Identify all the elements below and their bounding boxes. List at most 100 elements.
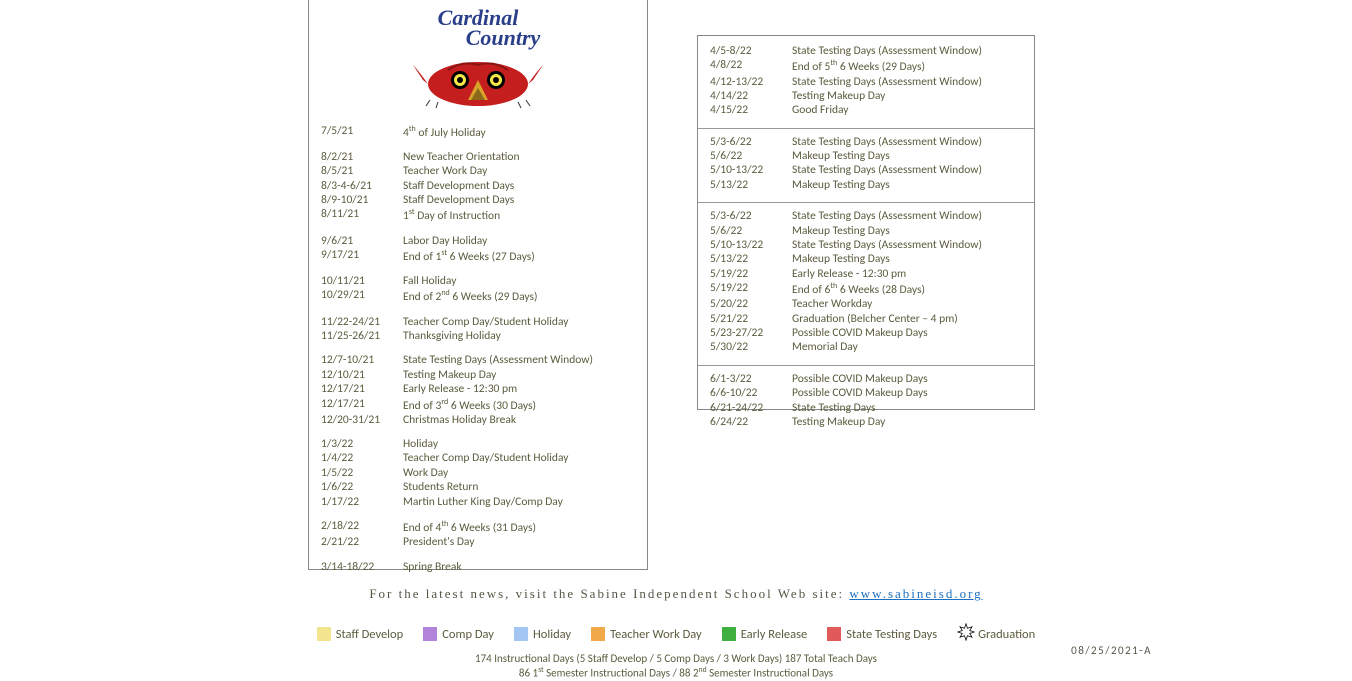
date-cell: 10/11/21 bbox=[321, 274, 403, 288]
schedule-row: 5/23-27/22Possible COVID Makeup Days bbox=[710, 326, 1022, 340]
date-cell: 10/29/21 bbox=[321, 288, 403, 304]
date-cell: 4/15/22 bbox=[710, 103, 792, 117]
date-cell: 6/21-24/22 bbox=[710, 401, 792, 415]
desc-cell: Martin Luther King Day/Comp Day bbox=[403, 495, 635, 509]
legend-swatch bbox=[722, 627, 736, 641]
schedule-row: 4/5-8/22State Testing Days (Assessment W… bbox=[710, 44, 1022, 58]
date-cell: 5/3-6/22 bbox=[710, 209, 792, 223]
desc-cell: Holiday bbox=[403, 437, 635, 451]
desc-cell: Possible COVID Makeup Days bbox=[792, 386, 1022, 400]
cardinal-illustration bbox=[408, 50, 548, 112]
schedule-group: 6/1-3/22Possible COVID Makeup Days6/6-10… bbox=[710, 372, 1022, 430]
date-cell: 5/19/22 bbox=[710, 267, 792, 281]
desc-cell: Students Return bbox=[403, 480, 635, 494]
legend-swatch bbox=[591, 627, 605, 641]
desc-cell: Christmas Holiday Break bbox=[403, 413, 635, 427]
schedule-row: 11/25-26/21Thanksgiving Holiday bbox=[321, 329, 635, 343]
date-cell: 8/9-10/21 bbox=[321, 193, 403, 207]
schedule-row: 5/19/22End of 6th 6 Weeks (28 Days) bbox=[710, 281, 1022, 297]
legend-swatch bbox=[827, 627, 841, 641]
cardinal-logo: Cardinal Country bbox=[321, 8, 635, 116]
schedule-row: 7/5/214th of July Holiday bbox=[321, 124, 635, 140]
schedule-row: 5/30/22Memorial Day bbox=[710, 340, 1022, 354]
schedule-row: 11/22-24/21Teacher Comp Day/Student Holi… bbox=[321, 315, 635, 329]
legend-label: State Testing Days bbox=[846, 627, 937, 642]
schedule-group: 2/18/22End of 4th 6 Weeks (31 Days)2/21/… bbox=[321, 519, 635, 550]
desc-cell: Spring Break bbox=[403, 560, 635, 574]
desc-cell: 1st Day of Instruction bbox=[403, 207, 635, 223]
desc-cell: Makeup Testing Days bbox=[792, 149, 1022, 163]
desc-cell: Early Release - 12:30 pm bbox=[403, 382, 635, 396]
date-cell: 8/2/21 bbox=[321, 150, 403, 164]
schedule-row: 1/4/22Teacher Comp Day/Student Holiday bbox=[321, 451, 635, 465]
schedule-row: 10/29/21End of 2nd 6 Weeks (29 Days) bbox=[321, 288, 635, 304]
desc-cell: Makeup Testing Days bbox=[792, 178, 1022, 192]
calendar-panel-right: 4/5-8/22State Testing Days (Assessment W… bbox=[697, 35, 1035, 410]
schedule-row: 6/21-24/22State Testing Days bbox=[710, 401, 1022, 415]
legend: Staff DevelopComp DayHolidayTeacher Work… bbox=[0, 623, 1352, 645]
desc-cell: End of 5th 6 Weeks (29 Days) bbox=[792, 58, 1022, 74]
desc-cell: State Testing Days (Assessment Window) bbox=[403, 353, 635, 367]
date-cell: 5/6/22 bbox=[710, 149, 792, 163]
date-cell: 9/6/21 bbox=[321, 234, 403, 248]
desc-cell: Staff Development Days bbox=[403, 193, 635, 207]
schedule-row: 5/10-13/22State Testing Days (Assessment… bbox=[710, 163, 1022, 177]
calendar-panel-left: Cardinal Country 7/5/214th of July bbox=[308, 0, 648, 570]
summary-lines: 174 Instructional Days (5 Staff Develop … bbox=[0, 652, 1352, 681]
schedule-group: 1/3/22Holiday1/4/22Teacher Comp Day/Stud… bbox=[321, 437, 635, 509]
logo-line2: Country bbox=[466, 25, 541, 50]
schedule-row: 2/18/22End of 4th 6 Weeks (31 Days) bbox=[321, 519, 635, 535]
logo-title: Cardinal Country bbox=[321, 8, 635, 48]
date-cell: 8/5/21 bbox=[321, 164, 403, 178]
date-cell: 12/17/21 bbox=[321, 397, 403, 413]
schedule-group: 5/3-6/22State Testing Days (Assessment W… bbox=[710, 135, 1022, 193]
schedule-row: 5/6/22Makeup Testing Days bbox=[710, 224, 1022, 238]
schedule-group: 7/5/214th of July Holiday bbox=[321, 124, 635, 140]
date-cell: 12/7-10/21 bbox=[321, 353, 403, 367]
schedule-row: 8/9-10/21Staff Development Days bbox=[321, 193, 635, 207]
schedule-row: 5/3-6/22State Testing Days (Assessment W… bbox=[710, 135, 1022, 149]
date-cell: 12/17/21 bbox=[321, 382, 403, 396]
news-link[interactable]: www.sabineisd.org bbox=[849, 586, 982, 601]
schedule-row: 9/6/21Labor Day Holiday bbox=[321, 234, 635, 248]
desc-cell: New Teacher Orientation bbox=[403, 150, 635, 164]
legend-swatch bbox=[317, 627, 331, 641]
desc-cell: Memorial Day bbox=[792, 340, 1022, 354]
legend-item: Graduation bbox=[957, 623, 1035, 645]
date-cell: 1/5/22 bbox=[321, 466, 403, 480]
right-schedule-list: 4/5-8/22State Testing Days (Assessment W… bbox=[710, 44, 1022, 429]
date-cell: 5/13/22 bbox=[710, 252, 792, 266]
legend-item: Teacher Work Day bbox=[591, 627, 702, 642]
legend-label: Early Release bbox=[741, 627, 808, 642]
schedule-row: 1/6/22Students Return bbox=[321, 480, 635, 494]
desc-cell: End of 4th 6 Weeks (31 Days) bbox=[403, 519, 635, 535]
schedule-row: 6/6-10/22Possible COVID Makeup Days bbox=[710, 386, 1022, 400]
desc-cell: Testing Makeup Day bbox=[792, 415, 1022, 429]
date-cell: 5/20/22 bbox=[710, 297, 792, 311]
desc-cell: State Testing Days (Assessment Window) bbox=[792, 75, 1022, 89]
date-cell: 6/24/22 bbox=[710, 415, 792, 429]
schedule-group: 4/5-8/22State Testing Days (Assessment W… bbox=[710, 44, 1022, 118]
date-cell: 8/11/21 bbox=[321, 207, 403, 223]
desc-cell: Possible COVID Makeup Days bbox=[792, 326, 1022, 340]
date-cell: 1/4/22 bbox=[321, 451, 403, 465]
date-cell: 11/25-26/21 bbox=[321, 329, 403, 343]
legend-item: Early Release bbox=[722, 627, 808, 642]
desc-cell: Teacher Comp Day/Student Holiday bbox=[403, 315, 635, 329]
date-cell: 5/21/22 bbox=[710, 312, 792, 326]
desc-cell: State Testing Days (Assessment Window) bbox=[792, 44, 1022, 58]
schedule-row: 5/10-13/22State Testing Days (Assessment… bbox=[710, 238, 1022, 252]
schedule-row: 12/7-10/21State Testing Days (Assessment… bbox=[321, 353, 635, 367]
schedule-row: 5/13/22Makeup Testing Days bbox=[710, 252, 1022, 266]
date-cell: 1/17/22 bbox=[321, 495, 403, 509]
desc-cell: End of 3rd 6 Weeks (30 Days) bbox=[403, 397, 635, 413]
date-cell: 2/21/22 bbox=[321, 535, 403, 549]
schedule-row: 4/8/22End of 5th 6 Weeks (29 Days) bbox=[710, 58, 1022, 74]
schedule-group: 10/11/21Fall Holiday10/29/21End of 2nd 6… bbox=[321, 274, 635, 305]
desc-cell: Teacher Workday bbox=[792, 297, 1022, 311]
desc-cell: Teacher Comp Day/Student Holiday bbox=[403, 451, 635, 465]
date-cell: 11/22-24/21 bbox=[321, 315, 403, 329]
schedule-row: 3/14-18/22Spring Break bbox=[321, 560, 635, 574]
desc-cell: End of 1st 6 Weeks (27 Days) bbox=[403, 248, 635, 264]
schedule-row: 12/10/21Testing Makeup Day bbox=[321, 368, 635, 382]
